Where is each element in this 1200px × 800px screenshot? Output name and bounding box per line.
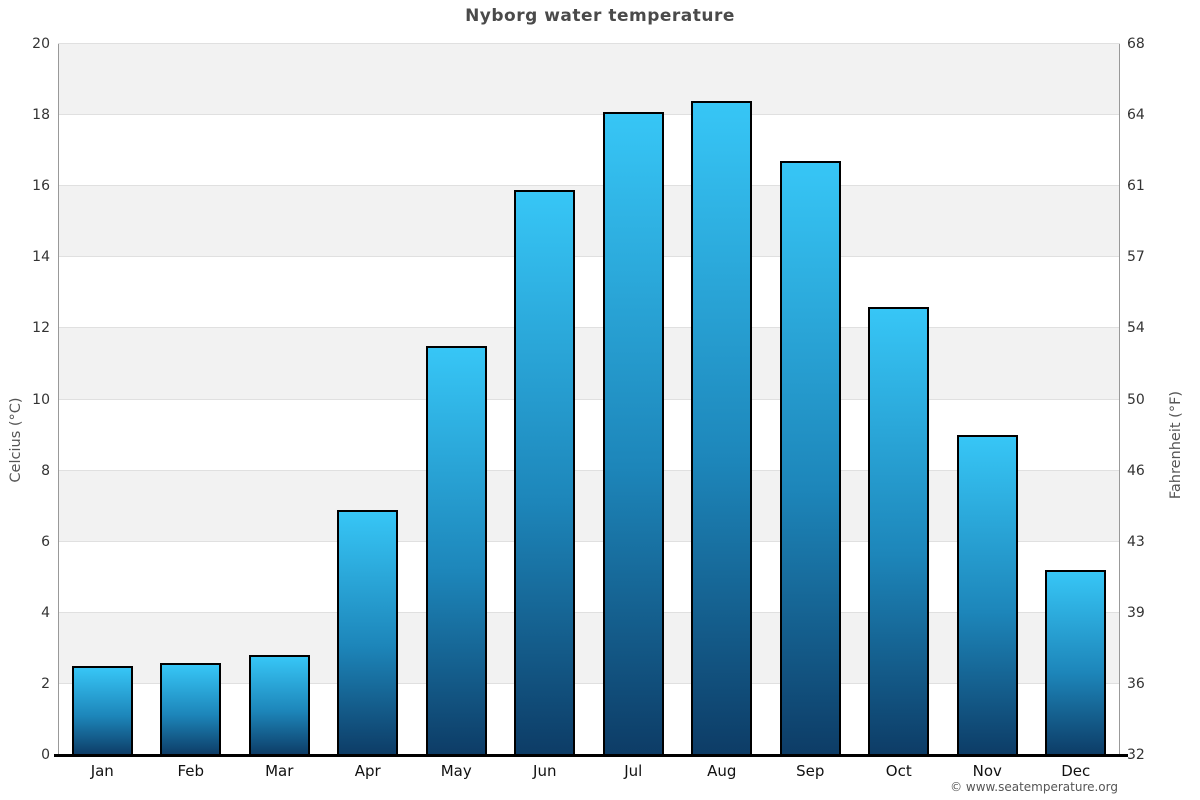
bar-may — [425, 346, 487, 755]
plot-band — [58, 399, 1120, 471]
month-label-jul: Jul — [624, 762, 643, 780]
fahrenheit-tick: 39 — [1127, 604, 1145, 621]
copyright-credit: © www.seatemperature.org — [950, 780, 1118, 794]
plot-band — [58, 328, 1120, 400]
fahrenheit-tick: 54 — [1127, 320, 1145, 337]
celsius-tick: 18 — [32, 107, 50, 124]
plot-band — [58, 44, 1120, 116]
bar-jul — [602, 111, 664, 755]
celsius-tick: 10 — [32, 391, 50, 408]
fahrenheit-tick: 68 — [1127, 36, 1145, 52]
fahrenheit-tick: 46 — [1127, 462, 1145, 479]
month-label-jun: Jun — [533, 762, 557, 780]
left-axis-line — [58, 44, 59, 755]
month-label-aug: Aug — [707, 762, 737, 780]
month-label-jan: Jan — [90, 762, 114, 780]
bar-dec — [1045, 570, 1107, 755]
plot-band — [58, 115, 1120, 187]
fahrenheit-tick: 57 — [1127, 249, 1145, 266]
gridline — [58, 114, 1120, 116]
gridline — [58, 327, 1120, 329]
fahrenheit-tick: 61 — [1127, 178, 1145, 195]
bottom-axis-line — [54, 754, 1128, 757]
gridline — [58, 256, 1120, 258]
right-axis-line — [1119, 44, 1120, 755]
plot-band — [58, 541, 1120, 613]
celsius-tick: 2 — [41, 675, 50, 692]
bar-sep — [779, 161, 841, 755]
gridline — [58, 398, 1120, 400]
celsius-tick: 8 — [41, 462, 50, 479]
gridline — [58, 682, 1120, 684]
celsius-tick: 4 — [41, 604, 50, 621]
plot-band — [58, 683, 1120, 755]
month-label-feb: Feb — [177, 762, 205, 780]
chart-title: Nyborg water temperature — [465, 6, 735, 26]
plot-band — [58, 186, 1120, 258]
plot-band — [58, 612, 1120, 684]
gridline — [58, 185, 1120, 187]
bar-jun — [514, 189, 576, 755]
bar-apr — [337, 509, 399, 755]
celsius-tick: 16 — [32, 178, 50, 195]
fahrenheit-tick: 32 — [1127, 747, 1145, 763]
plot-band — [58, 257, 1120, 329]
gridline — [58, 43, 1120, 44]
month-label-oct: Oct — [885, 762, 912, 780]
bar-aug — [691, 100, 753, 755]
fahrenheit-tick: 50 — [1127, 391, 1145, 408]
gridline — [58, 469, 1120, 471]
celsius-tick: 14 — [32, 249, 50, 266]
month-label-nov: Nov — [972, 762, 1002, 780]
month-label-may: May — [440, 762, 472, 780]
month-label-apr: Apr — [354, 762, 381, 780]
fahrenheit-tick: 64 — [1127, 107, 1145, 124]
plot-band — [58, 470, 1120, 542]
fahrenheit-tick: 36 — [1127, 675, 1145, 692]
bar-oct — [868, 307, 930, 755]
celsius-tick: 12 — [32, 320, 50, 337]
month-label-mar: Mar — [265, 762, 294, 780]
gridline — [58, 540, 1120, 542]
bar-feb — [160, 662, 222, 755]
celsius-tick: 0 — [41, 747, 50, 763]
month-label-dec: Dec — [1061, 762, 1091, 780]
month-label-sep: Sep — [796, 762, 825, 780]
celsius-tick: 20 — [32, 36, 50, 52]
plot-area — [58, 43, 1120, 755]
bar-nov — [956, 435, 1018, 755]
fahrenheit-tick: 43 — [1127, 533, 1145, 550]
bar-jan — [71, 666, 133, 755]
celsius-tick: 6 — [41, 533, 50, 550]
bar-mar — [248, 655, 310, 755]
gridline — [58, 611, 1120, 613]
